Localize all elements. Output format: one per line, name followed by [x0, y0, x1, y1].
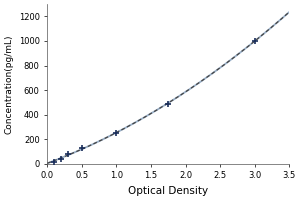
X-axis label: Optical Density: Optical Density: [128, 186, 208, 196]
Y-axis label: Concentration(pg/mL): Concentration(pg/mL): [4, 34, 13, 134]
